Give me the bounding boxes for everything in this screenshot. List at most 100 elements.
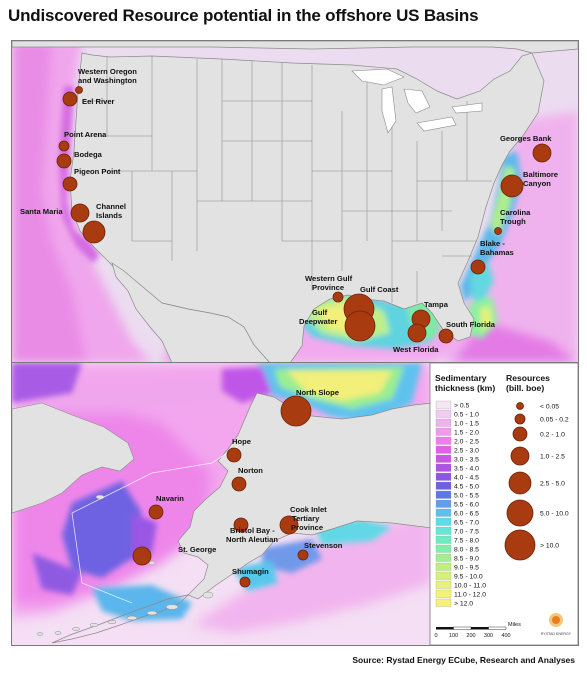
basin-label-carolina-trough: Carolina Trough xyxy=(500,208,531,226)
legend-bubble-label: 5.0 - 10.0 xyxy=(540,511,569,518)
basin-bubble-georges-bank xyxy=(532,143,552,163)
basin-label-tampa: Tampa xyxy=(424,300,449,309)
source-note: Source: Rystad Energy ECube, Research an… xyxy=(352,655,575,665)
legend-swatch-label: 4.0 - 4.5 xyxy=(454,475,479,482)
legend-swatch-0-5-1-0 xyxy=(435,409,452,418)
basin-label-bodega: Bodega xyxy=(74,150,103,159)
legend-resource-bubbles: < 0.05 0.05 - 0.2 0.2 - 1.0 1.0 - 2.5 2.5 - … xyxy=(504,402,569,561)
basin-label-blake-bahamas: Blake -Bahamas xyxy=(480,239,514,257)
basin-bubble-channel-islands xyxy=(82,220,106,244)
legend-bubble-label: 2.5 - 5.0 xyxy=(540,481,565,488)
legend-bubble-10-0 xyxy=(504,529,536,561)
basin-label-hope: Hope xyxy=(232,437,251,446)
legend-swatch-label: 7.5 - 8.0 xyxy=(454,538,479,545)
basin-label-north-slope: North Slope xyxy=(296,388,339,397)
aleutian-islands xyxy=(36,494,214,636)
basin-bubble-navarin xyxy=(148,504,164,520)
chart-title: Undiscovered Resource potential in the o… xyxy=(8,6,479,25)
land xyxy=(51,392,433,644)
scale-tick-label: 200 xyxy=(466,633,475,639)
basin-bubble-western-gulf-province xyxy=(332,291,344,303)
legend-swatch-label: 5.5 - 6.0 xyxy=(454,502,479,509)
basin-label-georges-bank: Georges Bank xyxy=(500,134,552,143)
basin-label-baltimore-canyon: Baltimore Canyon xyxy=(523,170,558,188)
alaska-basin-labels: North Slope Hope Norton Navarin Cook Inl… xyxy=(156,388,343,576)
legend-bubble-5-0-10-0 xyxy=(506,499,534,527)
legend-swatch-6-0-6-5 xyxy=(435,508,452,517)
basin-bubble-bodega xyxy=(56,153,72,169)
legend-swatch-7-5-8-0 xyxy=(435,535,452,544)
basin-label-bristol-bay-north-aleutian: Bristol Bay -North Aleutian xyxy=(226,526,278,544)
scale-tick-label: 300 xyxy=(484,633,493,639)
legend-swatch-1-5-2-0 xyxy=(435,427,452,436)
lower48-basin-bubbles xyxy=(56,86,552,344)
alaska-map-svg: North Slope Hope Norton Navarin Cook Inl… xyxy=(12,363,578,645)
legend-swatch-label: 8.5 - 9.0 xyxy=(454,556,479,563)
basin-bubble-gulf-deepwater xyxy=(344,310,376,342)
basin-bubble-point-arena xyxy=(58,140,70,152)
basin-label-stevenson: Stevenson xyxy=(304,541,343,550)
basin-bubble-cook-inlet-tertiary-province xyxy=(279,515,299,535)
legend-swatch-label: 4.5 - 5.0 xyxy=(454,484,479,491)
lower48-map-svg: Western Oregon and Washington Eel River P… xyxy=(12,41,578,363)
basin-label-western-gulf-province: Western Gulf Province xyxy=(305,274,353,292)
legend-swatch-4-5-5-0 xyxy=(435,481,452,490)
legend-swatch-8-0-8-5 xyxy=(435,544,452,553)
legend-swatch-label: 7.0 - 7.5 xyxy=(454,529,479,536)
basin-label-cook-inlet-tertiary-province: Cook Inlet Tertiary Province xyxy=(290,505,327,532)
basin-bubble-hope xyxy=(226,447,242,463)
legend-swatch-1-0-1-5 xyxy=(435,418,452,427)
basin-bubble-south-florida xyxy=(438,328,454,344)
legend-swatch-label: 6.5 - 7.0 xyxy=(454,520,479,527)
legend-thickness-title: Sedimentary thickness (km) xyxy=(435,373,495,393)
basin-label-west-florida: West Florida xyxy=(393,345,439,354)
legend-bubble-0-05 xyxy=(516,402,524,410)
basin-bubble-baltimore-canyon xyxy=(500,174,524,198)
legend-swatch-label: 0.5 - 1.0 xyxy=(454,412,479,419)
russia-coast xyxy=(12,402,135,514)
lower48-map: Western Oregon and Washington Eel River P… xyxy=(11,40,579,364)
basin-bubble-blake-bahamas xyxy=(470,259,486,275)
alaska-map: North Slope Hope Norton Navarin Cook Inl… xyxy=(11,362,579,646)
legend-swatch-label: 9.5 - 10.0 xyxy=(454,574,483,581)
legend-swatch-9-5-10-0 xyxy=(435,571,452,580)
legend: Sedimentary thickness (km) Resources (bill… xyxy=(429,363,578,645)
legend-swatch-6-5-7-0 xyxy=(435,517,452,526)
legend-swatch-label: 3.0 - 3.5 xyxy=(454,457,479,464)
legend-swatch-label: 5.0 - 5.5 xyxy=(454,493,479,500)
basin-bubble-st-george xyxy=(132,546,152,566)
basin-label-gulf-deepwater: Gulf Deepwater xyxy=(299,308,337,326)
legend-swatch-label: 2.0 - 2.5 xyxy=(454,439,479,446)
legend-bubble-label: < 0.05 xyxy=(540,404,559,411)
legend-swatch-label: 9.0 - 9.5 xyxy=(454,565,479,572)
basin-label-st-george: St. George xyxy=(178,545,216,554)
great-lakes xyxy=(351,68,483,134)
legend-bubble-label: > 10.0 xyxy=(540,543,559,550)
legend-bubble-0-05-0-2 xyxy=(514,413,526,425)
legend-swatch-label: 2.5 - 3.0 xyxy=(454,448,479,455)
basin-bubble-santa-maria xyxy=(70,203,90,223)
legend-bubble-2-5-5-0 xyxy=(508,471,532,495)
legend-swatch-label: > 12.0 xyxy=(454,601,473,608)
basin-label-navarin: Navarin xyxy=(156,494,184,503)
alaska-basin-bubbles xyxy=(132,395,312,588)
basin-label-western-oregon-and-washington: Western Oregon and Washington xyxy=(78,67,137,85)
basin-label-norton: Norton xyxy=(238,466,263,475)
lower48-basin-labels: Western Oregon and Washington Eel River P… xyxy=(20,67,558,354)
scale-tick-label: 400 xyxy=(501,633,510,639)
legend-bubble-1-0-2-5 xyxy=(510,446,530,466)
basin-label-gulf-coast: Gulf Coast xyxy=(360,285,399,294)
legend-swatch-label: 8.0 - 8.5 xyxy=(454,547,479,554)
basin-bubble-norton xyxy=(231,476,247,492)
legend-bubble-label: 0.2 - 1.0 xyxy=(540,432,565,439)
basin-bubble-shumagin xyxy=(239,576,251,588)
legend-swatch-9-0-9-5 xyxy=(435,562,452,571)
legend-swatch-label: 3.5 - 4.0 xyxy=(454,466,479,473)
basin-label-eel-river: Eel River xyxy=(82,97,115,106)
legend-swatch-12-0 xyxy=(435,598,452,607)
legend-swatch-5-5-6-0 xyxy=(435,499,452,508)
basin-bubble-western-oregon-and-washington xyxy=(75,86,83,94)
legend-swatch-4-0-4-5 xyxy=(435,472,452,481)
scale-ticks: 0 100 200 300 400 xyxy=(434,633,510,639)
basin-label-pigeon-point: Pigeon Point xyxy=(74,167,121,176)
